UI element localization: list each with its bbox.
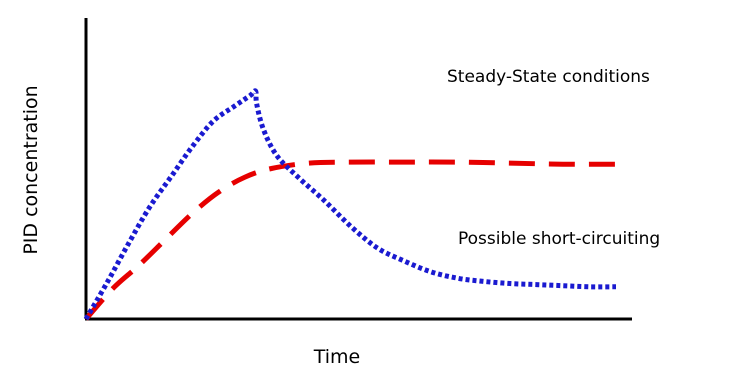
series-layer (83, 88, 617, 321)
annotation-steady-state: Steady-State conditions (447, 67, 650, 87)
y-axis-title: PID concentration (20, 85, 42, 254)
series-steady-state-line (84, 159, 617, 321)
annotation-short-circuiting: Possible short-circuiting (458, 229, 660, 249)
series-short-circuiting-line (83, 88, 617, 321)
x-axis-title: Time (313, 346, 361, 368)
axes (84, 18, 632, 321)
